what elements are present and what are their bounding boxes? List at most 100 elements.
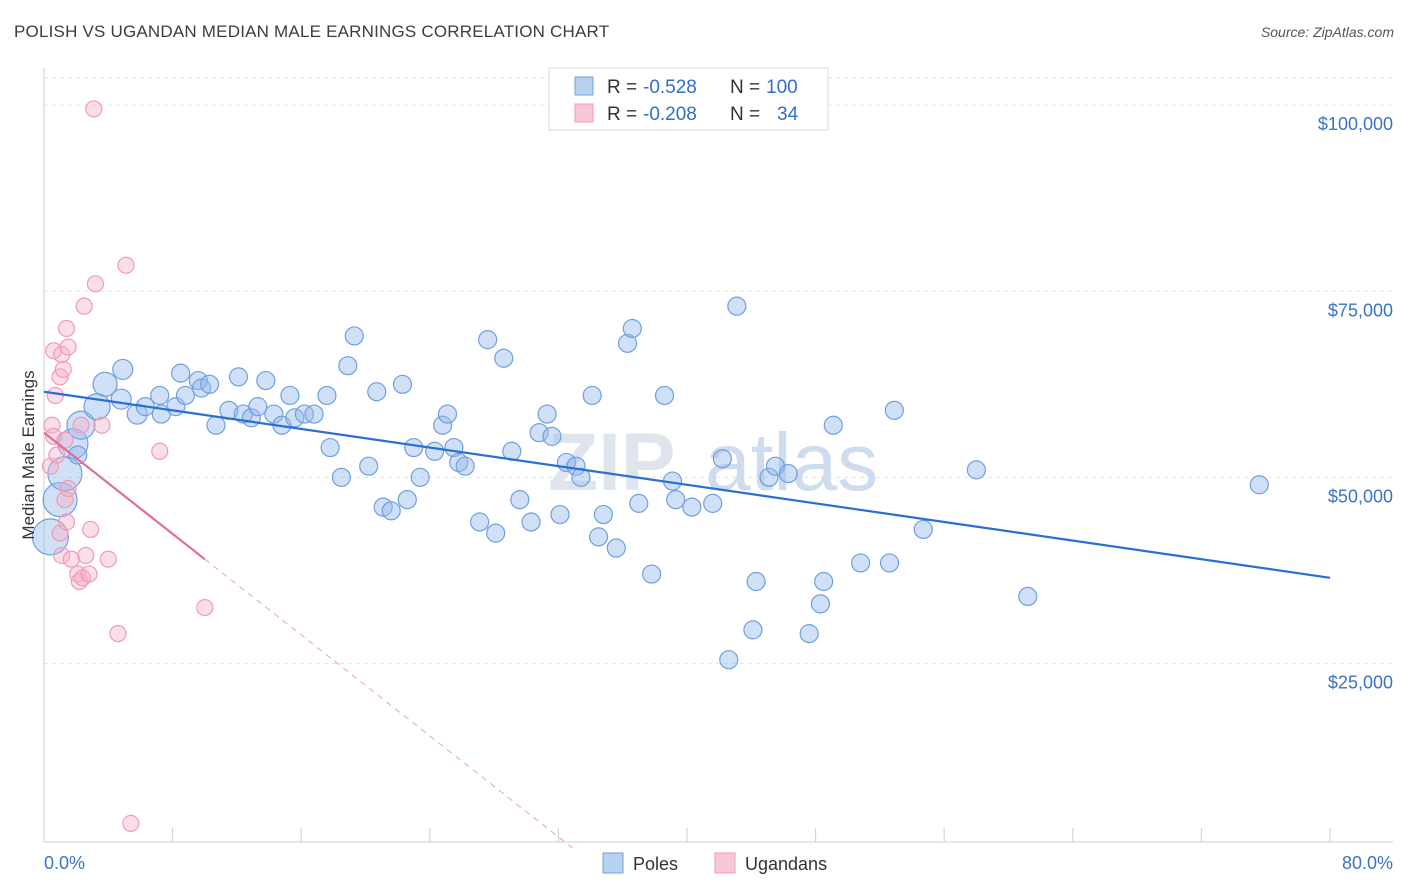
legend-swatch-ugandans [574, 103, 594, 123]
legend-box: R = -0.528 N = 100 R = -0.208 N = 34 [548, 67, 829, 131]
poles-point [150, 385, 170, 406]
legend-r-value-poles: -0.528 [643, 77, 697, 98]
poles-point [110, 388, 132, 410]
y-tick-label: $25,000 [1328, 672, 1393, 692]
poles-point [264, 404, 284, 424]
poles-point [588, 527, 609, 547]
poles-point [712, 449, 732, 469]
ugandans-point [93, 416, 111, 434]
poles-point [521, 512, 541, 532]
poles-point [359, 456, 379, 476]
poles-point [884, 400, 904, 420]
poles-point [654, 385, 675, 406]
poles-point [397, 490, 417, 510]
trend-line-ugandans [43, 431, 206, 561]
trend-lines [43, 390, 1331, 850]
ugandans-point [82, 520, 100, 539]
y-axis-label: Median Male Earnings [19, 370, 38, 539]
poles-point [433, 415, 453, 435]
poles-point [280, 385, 300, 406]
y-tick-label: $75,000 [1328, 300, 1393, 320]
bottom-legend: Poles Ugandans [602, 852, 827, 874]
ugandans-point [48, 446, 66, 464]
x-tick-label-end: 80.0% [1342, 853, 1393, 873]
poles-point [175, 385, 196, 406]
chart-title: POLISH VS UGANDAN MEDIAN MALE EARNINGS C… [14, 22, 610, 41]
legend-n-value-ugandans: 34 [777, 104, 799, 125]
poles-point [31, 518, 70, 556]
poles-point [228, 367, 249, 387]
poles-point [66, 410, 96, 440]
poles-point [617, 333, 638, 353]
ugandans-point [54, 360, 72, 379]
poles-point [478, 330, 498, 350]
legend-n-value-poles: 100 [766, 77, 798, 98]
poles-point [285, 408, 305, 428]
legend-n-label-ugandans: N = [730, 104, 760, 125]
ugandans-point [86, 275, 105, 293]
poles-point [344, 326, 364, 346]
y-tick-label: $50,000 [1328, 486, 1393, 506]
poles-point [851, 553, 871, 573]
ugandans-point [122, 814, 140, 832]
ugandans-point [99, 550, 117, 568]
legend-n-label-poles: N = [730, 77, 760, 98]
poles-point [566, 456, 586, 476]
poles-point [68, 445, 88, 465]
poles-point [966, 460, 986, 480]
bottom-legend-swatch-poles [602, 852, 624, 874]
poles-point [629, 493, 649, 513]
bottom-legend-swatch-ugandans [714, 852, 736, 874]
ugandans-point [53, 546, 71, 565]
poles-point [392, 374, 413, 394]
ugandans-point [59, 338, 77, 356]
poles-point [642, 564, 662, 584]
ugandans-point [57, 513, 76, 531]
watermark: ZIP atlas [548, 417, 878, 508]
poles-point [437, 404, 458, 424]
poles-point [199, 374, 220, 394]
poles-point [593, 504, 614, 525]
poles-point [778, 464, 798, 484]
poles-point [913, 519, 933, 540]
poles-point [814, 571, 834, 592]
poles-point [494, 348, 514, 368]
poles-point [682, 497, 702, 517]
poles-point [622, 318, 642, 339]
watermark-atlas: atlas [705, 417, 878, 508]
axes [43, 68, 1393, 843]
ugandans-point [117, 256, 135, 274]
bottom-legend-ugandans: Ugandans [745, 854, 827, 874]
ugandans-point [75, 297, 93, 315]
poles-point [317, 385, 337, 406]
poles-point [381, 501, 401, 521]
ugandans-point [46, 386, 64, 405]
ugandans-point [109, 625, 127, 643]
ugandans-point [62, 550, 80, 568]
poles-point [537, 404, 557, 424]
poles-point [582, 385, 602, 406]
poles-point [703, 493, 723, 513]
poles-point [743, 620, 763, 640]
poles-point [719, 650, 739, 670]
bottom-legend-poles: Poles [633, 854, 678, 874]
poles-point [470, 512, 490, 532]
poles-point [746, 571, 766, 592]
legend-swatch-poles [574, 76, 594, 96]
grid-lines [44, 77, 1393, 664]
poles-point [1018, 586, 1038, 607]
poles-point [542, 426, 562, 446]
poles-point [879, 553, 900, 573]
x-tick-labels: 0.0% 80.0% [44, 853, 1393, 873]
poles-point [486, 523, 506, 543]
ugandans-point [45, 427, 63, 445]
legend-r-value-ugandans: -0.208 [643, 104, 697, 125]
poles-point [410, 467, 430, 487]
poles-point [367, 382, 387, 402]
poles-point [206, 415, 226, 435]
poles-point [294, 404, 315, 424]
legend-r-label-ugandans: R = [607, 104, 637, 125]
poles-point [810, 594, 831, 614]
y-tick-label: $100,000 [1318, 114, 1393, 134]
